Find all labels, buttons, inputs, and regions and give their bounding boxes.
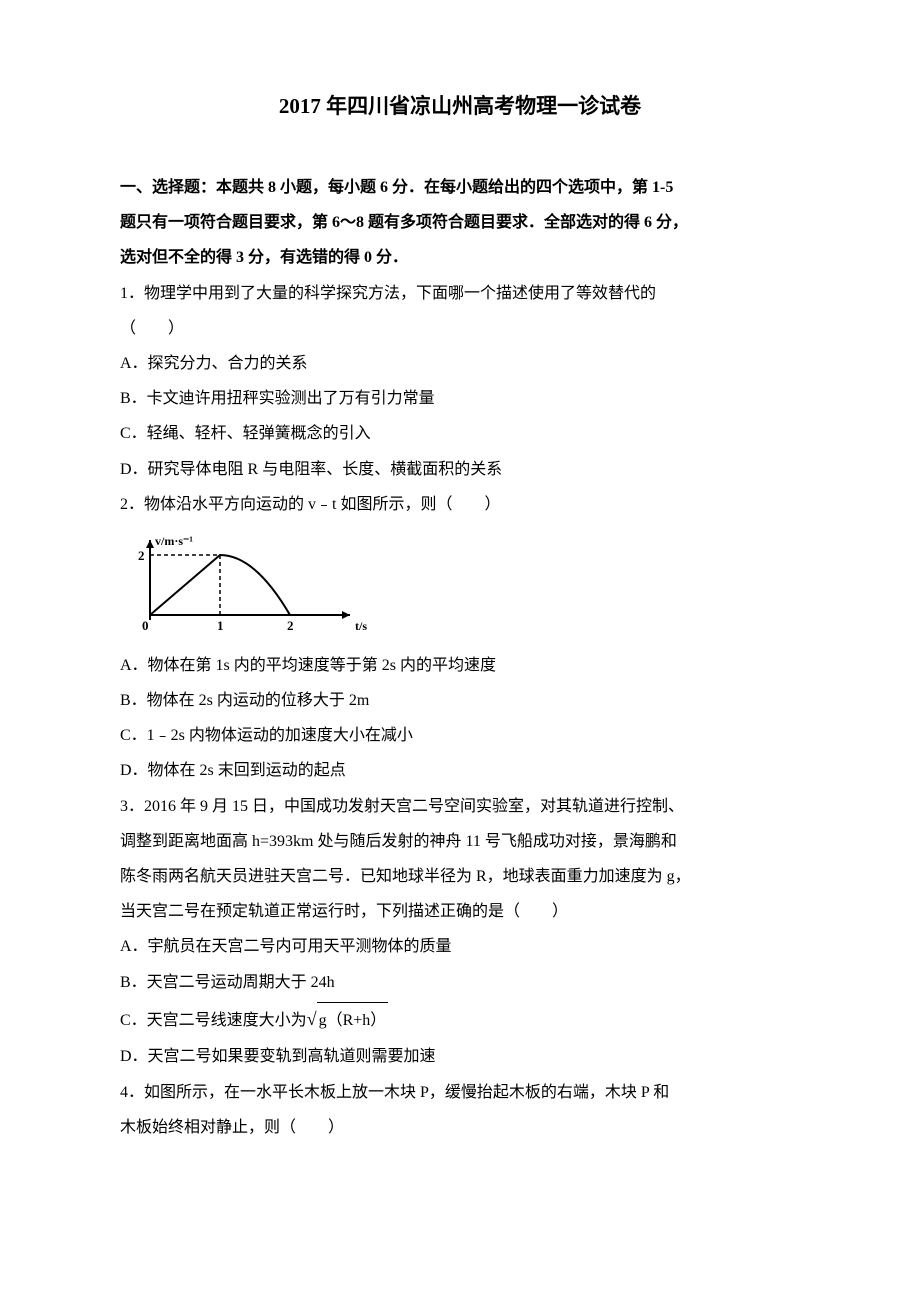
q1-option-a: A．探究分力、合力的关系 xyxy=(120,346,800,381)
q3-stem-line1: 3．2016 年 9 月 15 日，中国成功发射天宫二号空间实验室，对其轨道进行… xyxy=(120,798,684,815)
svg-text:0: 0 xyxy=(142,618,149,633)
q3-stem-line2: 调整到距离地面高 h=393km 处与随后发射的神舟 11 号飞船成功对接，景海… xyxy=(120,833,677,850)
q3-option-d: D．天宫二号如果要变轨到高轨道则需要加速 xyxy=(120,1039,800,1074)
svg-text:v/m·s⁻¹: v/m·s⁻¹ xyxy=(155,534,193,548)
q1-option-c: C．轻绳、轻杆、轻弹簧概念的引入 xyxy=(120,416,800,451)
q3-optc-prefix: C．天宫二号线速度大小为 xyxy=(120,1012,307,1029)
question-2-stem: 2．物体沿水平方向运动的 v﹣t 如图所示，则（ ） xyxy=(120,487,800,522)
section-header-line1: 一、选择题：本题共 8 小题，每小题 6 分．在每小题给出的四个选项中，第 1-… xyxy=(120,179,673,196)
section-header-line3: 选对但不全的得 3 分，有选错的得 0 分． xyxy=(120,249,408,266)
sqrt-formula: g（R+h） xyxy=(307,1000,389,1040)
q3-stem-line3: 陈冬雨两名航天员进驻天宫二号．已知地球半径为 R，地球表面重力加速度为 g， xyxy=(120,868,691,885)
q3-option-a: A．宇航员在天宫二号内可用天平测物体的质量 xyxy=(120,929,800,964)
section-header: 一、选择题：本题共 8 小题，每小题 6 分．在每小题给出的四个选项中，第 1-… xyxy=(120,170,800,276)
q2-vt-graph: 2 0 1 2 v/m·s⁻¹ t/s xyxy=(120,530,380,640)
q4-stem-line1: 4．如图所示，在一水平长木板上放一木块 P，缓慢抬起木板的右端，木块 P 和 xyxy=(120,1084,669,1101)
svg-text:1: 1 xyxy=(217,618,224,633)
q4-stem-line2: 木板始终相对静止，则（ ） xyxy=(120,1119,344,1136)
q3-stem-line4: 当天宫二号在预定轨道正常运行时，下列描述正确的是（ ） xyxy=(120,903,568,920)
svg-text:t/s: t/s xyxy=(355,619,367,633)
q2-option-c: C．1﹣2s 内物体运动的加速度大小在减小 xyxy=(120,718,800,753)
q2-option-b: B．物体在 2s 内运动的位移大于 2m xyxy=(120,683,800,718)
radicand: g（R+h） xyxy=(317,1002,389,1038)
q2-option-a: A．物体在第 1s 内的平均速度等于第 2s 内的平均速度 xyxy=(120,648,800,683)
q1-stem-line1: 1．物理学中用到了大量的科学探究方法，下面哪一个描述使用了等效替代的 xyxy=(120,285,656,302)
q2-figure: 2 0 1 2 v/m·s⁻¹ t/s xyxy=(120,530,800,640)
question-4: 4．如图所示，在一水平长木板上放一木块 P，缓慢抬起木板的右端，木块 P 和 木… xyxy=(120,1075,800,1145)
svg-text:2: 2 xyxy=(138,548,145,563)
q1-option-b: B．卡文迪许用扭秤实验测出了万有引力常量 xyxy=(120,381,800,416)
section-header-line2: 题只有一项符合题目要求，第 6～8 题有多项符合题目要求．全部选对的得 6 分， xyxy=(120,214,688,231)
q3-option-c: C．天宫二号线速度大小为 g（R+h） xyxy=(120,1000,800,1040)
svg-text:2: 2 xyxy=(287,618,294,633)
question-3: 3．2016 年 9 月 15 日，中国成功发射天宫二号空间实验室，对其轨道进行… xyxy=(120,789,800,930)
q1-stem-line2: （ ） xyxy=(120,320,184,337)
q1-option-d: D．研究导体电阻 R 与电阻率、长度、横截面积的关系 xyxy=(120,452,800,487)
question-1: 1．物理学中用到了大量的科学探究方法，下面哪一个描述使用了等效替代的 （ ） xyxy=(120,276,800,346)
q3-option-b: B．天宫二号运动周期大于 24h xyxy=(120,965,800,1000)
q2-option-d: D．物体在 2s 末回到运动的起点 xyxy=(120,753,800,788)
exam-title: 2017 年四川省凉山州高考物理一诊试卷 xyxy=(120,90,800,120)
